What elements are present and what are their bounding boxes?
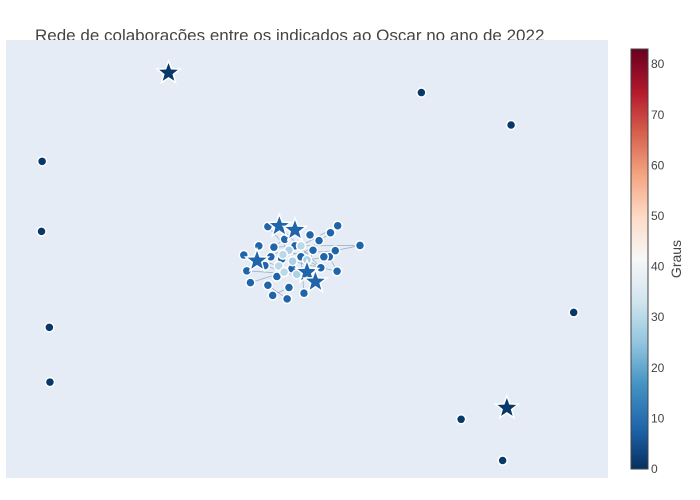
circle-node[interactable] (267, 290, 278, 301)
circle-node[interactable] (505, 119, 517, 131)
star-node[interactable] (265, 211, 293, 238)
circle-node[interactable] (416, 87, 427, 98)
star-node[interactable] (301, 267, 329, 294)
colorbar-tick-label: 70 (651, 108, 665, 122)
circle-node[interactable] (287, 255, 298, 267)
circle-node[interactable] (318, 251, 330, 263)
colorbar-tick-label: 40 (651, 260, 665, 274)
star-node[interactable] (493, 393, 521, 420)
circle-node[interactable] (354, 240, 366, 251)
colorbar-tick-label: 80 (651, 57, 665, 71)
circle-node[interactable] (245, 277, 256, 288)
star-node[interactable] (243, 246, 271, 273)
circle-node[interactable] (268, 241, 280, 253)
circle-node[interactable] (298, 287, 310, 299)
colorbar-tick-label: 50 (651, 209, 665, 223)
circle-node[interactable] (36, 156, 48, 167)
colorbar-tick-label: 30 (651, 310, 665, 324)
colorbar-title: Graus (668, 240, 684, 278)
circle-node[interactable] (241, 265, 253, 277)
colorbar-tick-label: 10 (651, 411, 665, 425)
circle-node[interactable] (331, 266, 343, 277)
circle-node[interactable] (44, 322, 55, 333)
circle-node[interactable] (283, 282, 295, 293)
circle-node[interactable] (295, 240, 307, 252)
circle-node[interactable] (44, 376, 56, 388)
circle-node[interactable] (36, 226, 47, 237)
circle-node[interactable] (330, 245, 341, 256)
circle-node[interactable] (277, 249, 289, 260)
star-node[interactable] (281, 215, 309, 242)
circle-node[interactable] (497, 455, 508, 466)
circle-node[interactable] (307, 244, 319, 256)
colorbar-tick-label: 60 (651, 158, 665, 172)
nodes-layer (36, 58, 579, 466)
circle-node[interactable] (278, 266, 290, 278)
colorbar: 0 10 20 30 40 50 60 70 80 Graus (630, 48, 684, 476)
colorbar-tick-label: 20 (651, 361, 665, 375)
colorbar-bar (630, 48, 649, 470)
circle-node[interactable] (568, 307, 579, 318)
star-node[interactable] (155, 58, 183, 85)
circle-node[interactable] (332, 220, 343, 231)
circle-node[interactable] (325, 227, 336, 238)
circle-node[interactable] (313, 235, 325, 246)
circle-node[interactable] (304, 229, 316, 241)
circle-node[interactable] (455, 414, 467, 425)
circle-node[interactable] (281, 293, 293, 305)
colorbar-tick-label: 0 (651, 462, 658, 476)
circle-node[interactable] (253, 240, 265, 252)
colorbar-ticks: 0 10 20 30 40 50 60 70 80 (651, 57, 665, 476)
circle-node[interactable] (262, 280, 274, 291)
